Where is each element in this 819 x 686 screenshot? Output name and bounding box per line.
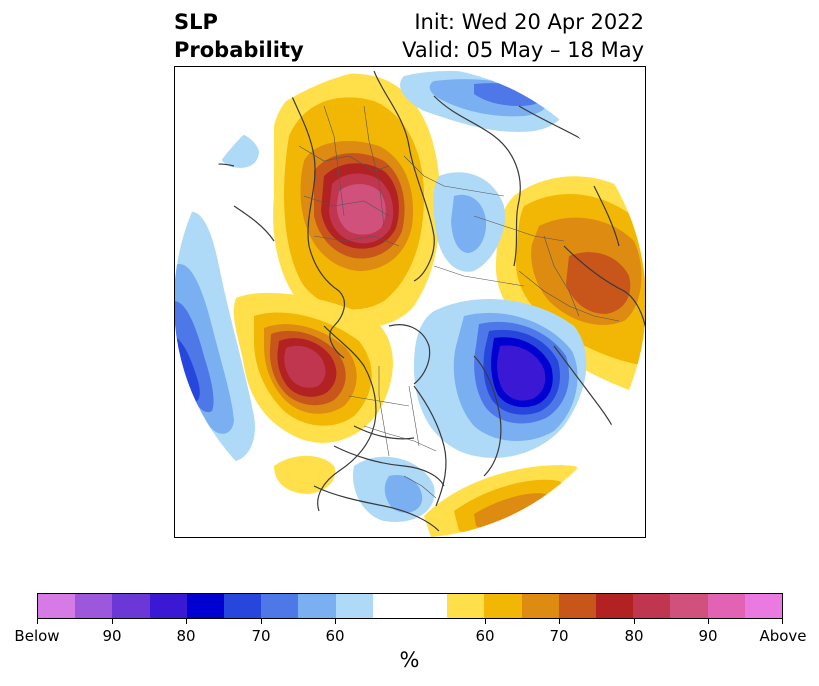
probability-map	[174, 66, 646, 538]
colorbar-segment	[447, 594, 485, 618]
colorbar-segment	[186, 594, 225, 618]
colorbar-segment	[38, 594, 76, 618]
probability-colorbar	[37, 593, 783, 619]
colorbar-tick	[559, 619, 560, 624]
map-frame	[174, 66, 646, 538]
colorbar-segment	[633, 594, 671, 618]
colorbar-segment	[484, 594, 522, 618]
colorbar-tick-label: 90	[102, 627, 122, 645]
colorbar-tick-label: 90	[698, 627, 718, 645]
colorbar-segment	[335, 594, 373, 618]
colorbar-segment	[707, 594, 745, 618]
coastlines	[174, 70, 646, 532]
colorbar-segment	[596, 594, 634, 618]
colorbar-tick-label: Below	[14, 627, 60, 645]
colorbar-segment	[372, 594, 411, 618]
chart-title-right: Init: Wed 20 Apr 2022 Valid: 05 May – 18…	[402, 8, 644, 64]
colorbar-tick	[186, 619, 187, 624]
colorbar-tick-label: 60	[475, 627, 495, 645]
above-normal-europe	[273, 73, 441, 329]
colorbar-segment	[224, 594, 262, 618]
colorbar-segment	[298, 594, 336, 618]
colorbar-segment	[149, 594, 187, 618]
title-init-date: Init: Wed 20 Apr 2022	[414, 10, 644, 34]
colorbar-tick	[485, 619, 486, 624]
colorbar-tick	[782, 619, 783, 624]
colorbar-segment	[521, 594, 559, 618]
title-variable: SLP	[174, 10, 218, 34]
colorbar-tick	[112, 619, 113, 624]
colorbar-segment	[558, 594, 597, 618]
colorbar-tick	[335, 619, 336, 624]
title-valid-range: Valid: 05 May – 18 May	[402, 38, 644, 62]
above-normal-atlantic	[274, 455, 583, 538]
colorbar-tick-label: 70	[549, 627, 569, 645]
colorbar-segment	[261, 594, 299, 618]
colorbar-unit-label: %	[399, 648, 420, 672]
colorbar-ticks: Below 90 80 70 60 60 70 80 90 Above	[14, 619, 807, 645]
colorbar-segment	[75, 594, 113, 618]
colorbar-segment	[744, 594, 783, 618]
colorbar-tick	[261, 619, 262, 624]
colorbar-tick-label: 70	[251, 627, 271, 645]
colorbar-tick-label: 80	[176, 627, 196, 645]
colorbar-segment	[670, 594, 708, 618]
colorbar-tick	[634, 619, 635, 624]
colorbar-tick-label: Above	[759, 627, 807, 645]
below-normal-baffin	[414, 299, 587, 458]
colorbar-tick-label: 80	[624, 627, 644, 645]
colorbar-tick-label: 60	[325, 627, 345, 645]
above-normal-north-pacific	[233, 292, 393, 443]
country-borders	[298, 105, 620, 499]
chart-title-left: SLP Probability	[174, 8, 304, 64]
colorbar-tick	[708, 619, 709, 624]
colorbar-segment	[112, 594, 150, 618]
title-quantity: Probability	[174, 38, 304, 62]
colorbar-tick	[37, 619, 38, 624]
above-normal-siberia	[495, 176, 646, 396]
colorbar-segment	[410, 594, 448, 618]
